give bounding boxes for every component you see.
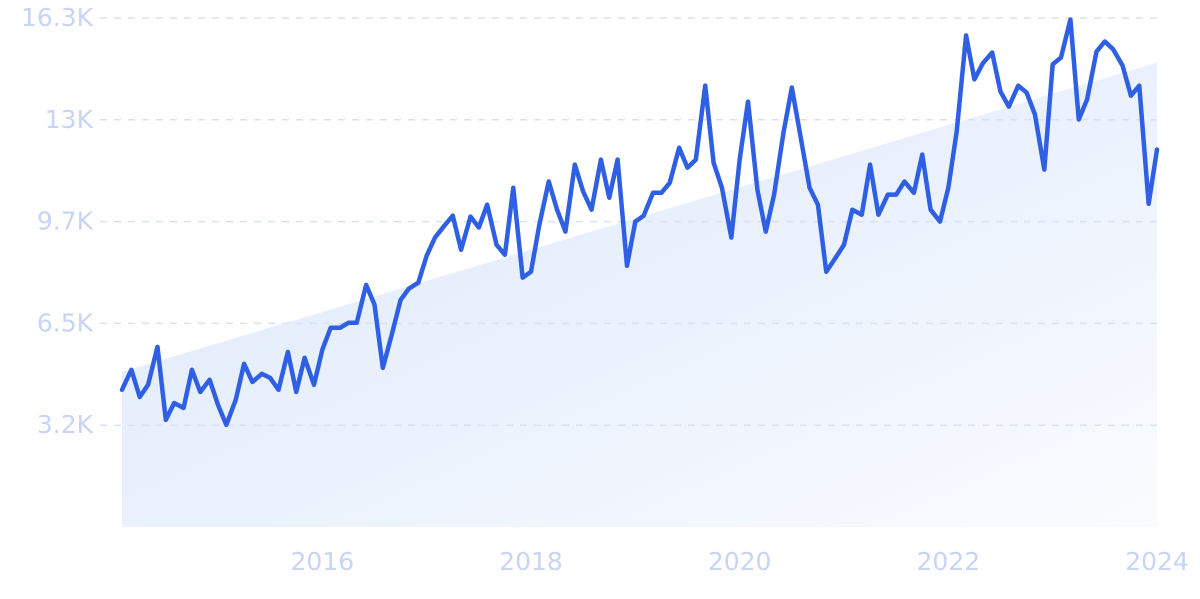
y-tick-label: 9.7K [37,207,94,236]
x-tick-label: 2016 [291,547,355,576]
x-tick-label: 2020 [708,547,772,576]
y-tick-label: 6.5K [37,308,94,337]
y-tick-label: 16.3K [21,3,94,32]
trend-area [122,62,1157,528]
x-tick-label: 2018 [499,547,563,576]
y-tick-label: 13K [45,105,94,134]
grid-layer [100,17,1162,426]
label-layer: 3.2K 6.5K 9.7K 13K 16.3K 2016 2018 2020 2022 2024 [21,3,1189,576]
y-tick-label: 3.2K [37,410,94,439]
x-tick-label: 2022 [917,547,981,576]
x-tick-label: 2024 [1125,547,1189,576]
trend-layer [122,62,1157,528]
trend-line [119,17,1160,428]
line-layer [119,17,1160,428]
